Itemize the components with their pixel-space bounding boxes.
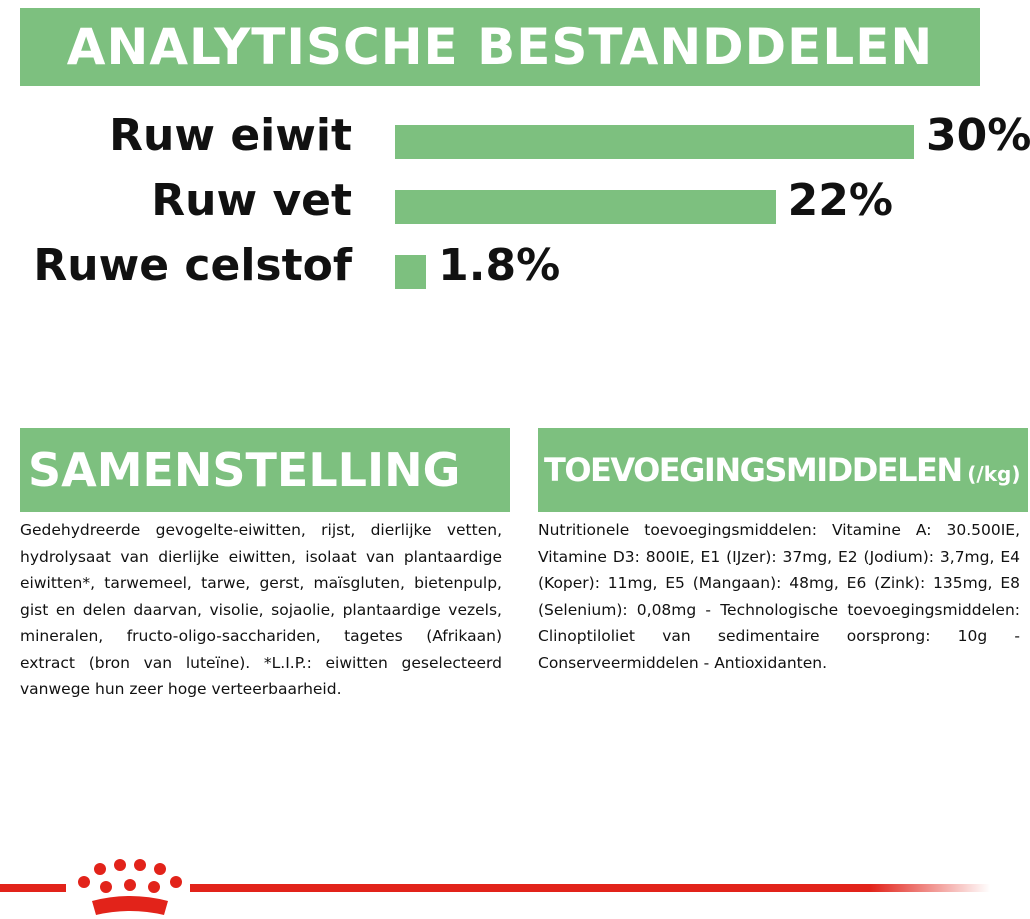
value-label: 30%	[926, 110, 1030, 161]
bar	[395, 190, 776, 224]
composition-band: SAMENSTELLING	[20, 428, 510, 512]
category-label: Ruw eiwit	[109, 110, 352, 161]
composition-text: Gedehydreerde gevogelte-eiwitten, rijst,…	[20, 521, 502, 698]
additives-unit: (/kg)	[967, 462, 1021, 486]
composition-title: SAMENSTELLING	[28, 443, 461, 497]
additives-heading: TOEVOEGINGSMIDDELEN (/kg)	[538, 428, 1028, 518]
chart-title: ANALYTISCHE BESTANDDELEN	[66, 18, 934, 76]
value-label: 1.8%	[438, 240, 561, 291]
footer-line	[0, 884, 66, 892]
category-label: Ruw vet	[151, 175, 352, 226]
additives-band: TOEVOEGINGSMIDDELEN (/kg)	[538, 428, 1028, 512]
crown	[78, 859, 182, 915]
title-band: ANALYTISCHE BESTANDDELEN	[20, 8, 980, 86]
additives-text: Nutritionele toevoegingsmiddelen: Vitami…	[538, 521, 1020, 672]
bar	[395, 255, 427, 289]
additives-title: TOEVOEGINGSMIDDELEN	[544, 451, 963, 489]
footer-logo	[0, 859, 990, 915]
footer-line	[190, 884, 990, 892]
bar	[395, 125, 914, 159]
category-label: Ruwe celstof	[33, 240, 352, 291]
value-label: 22%	[787, 175, 893, 226]
